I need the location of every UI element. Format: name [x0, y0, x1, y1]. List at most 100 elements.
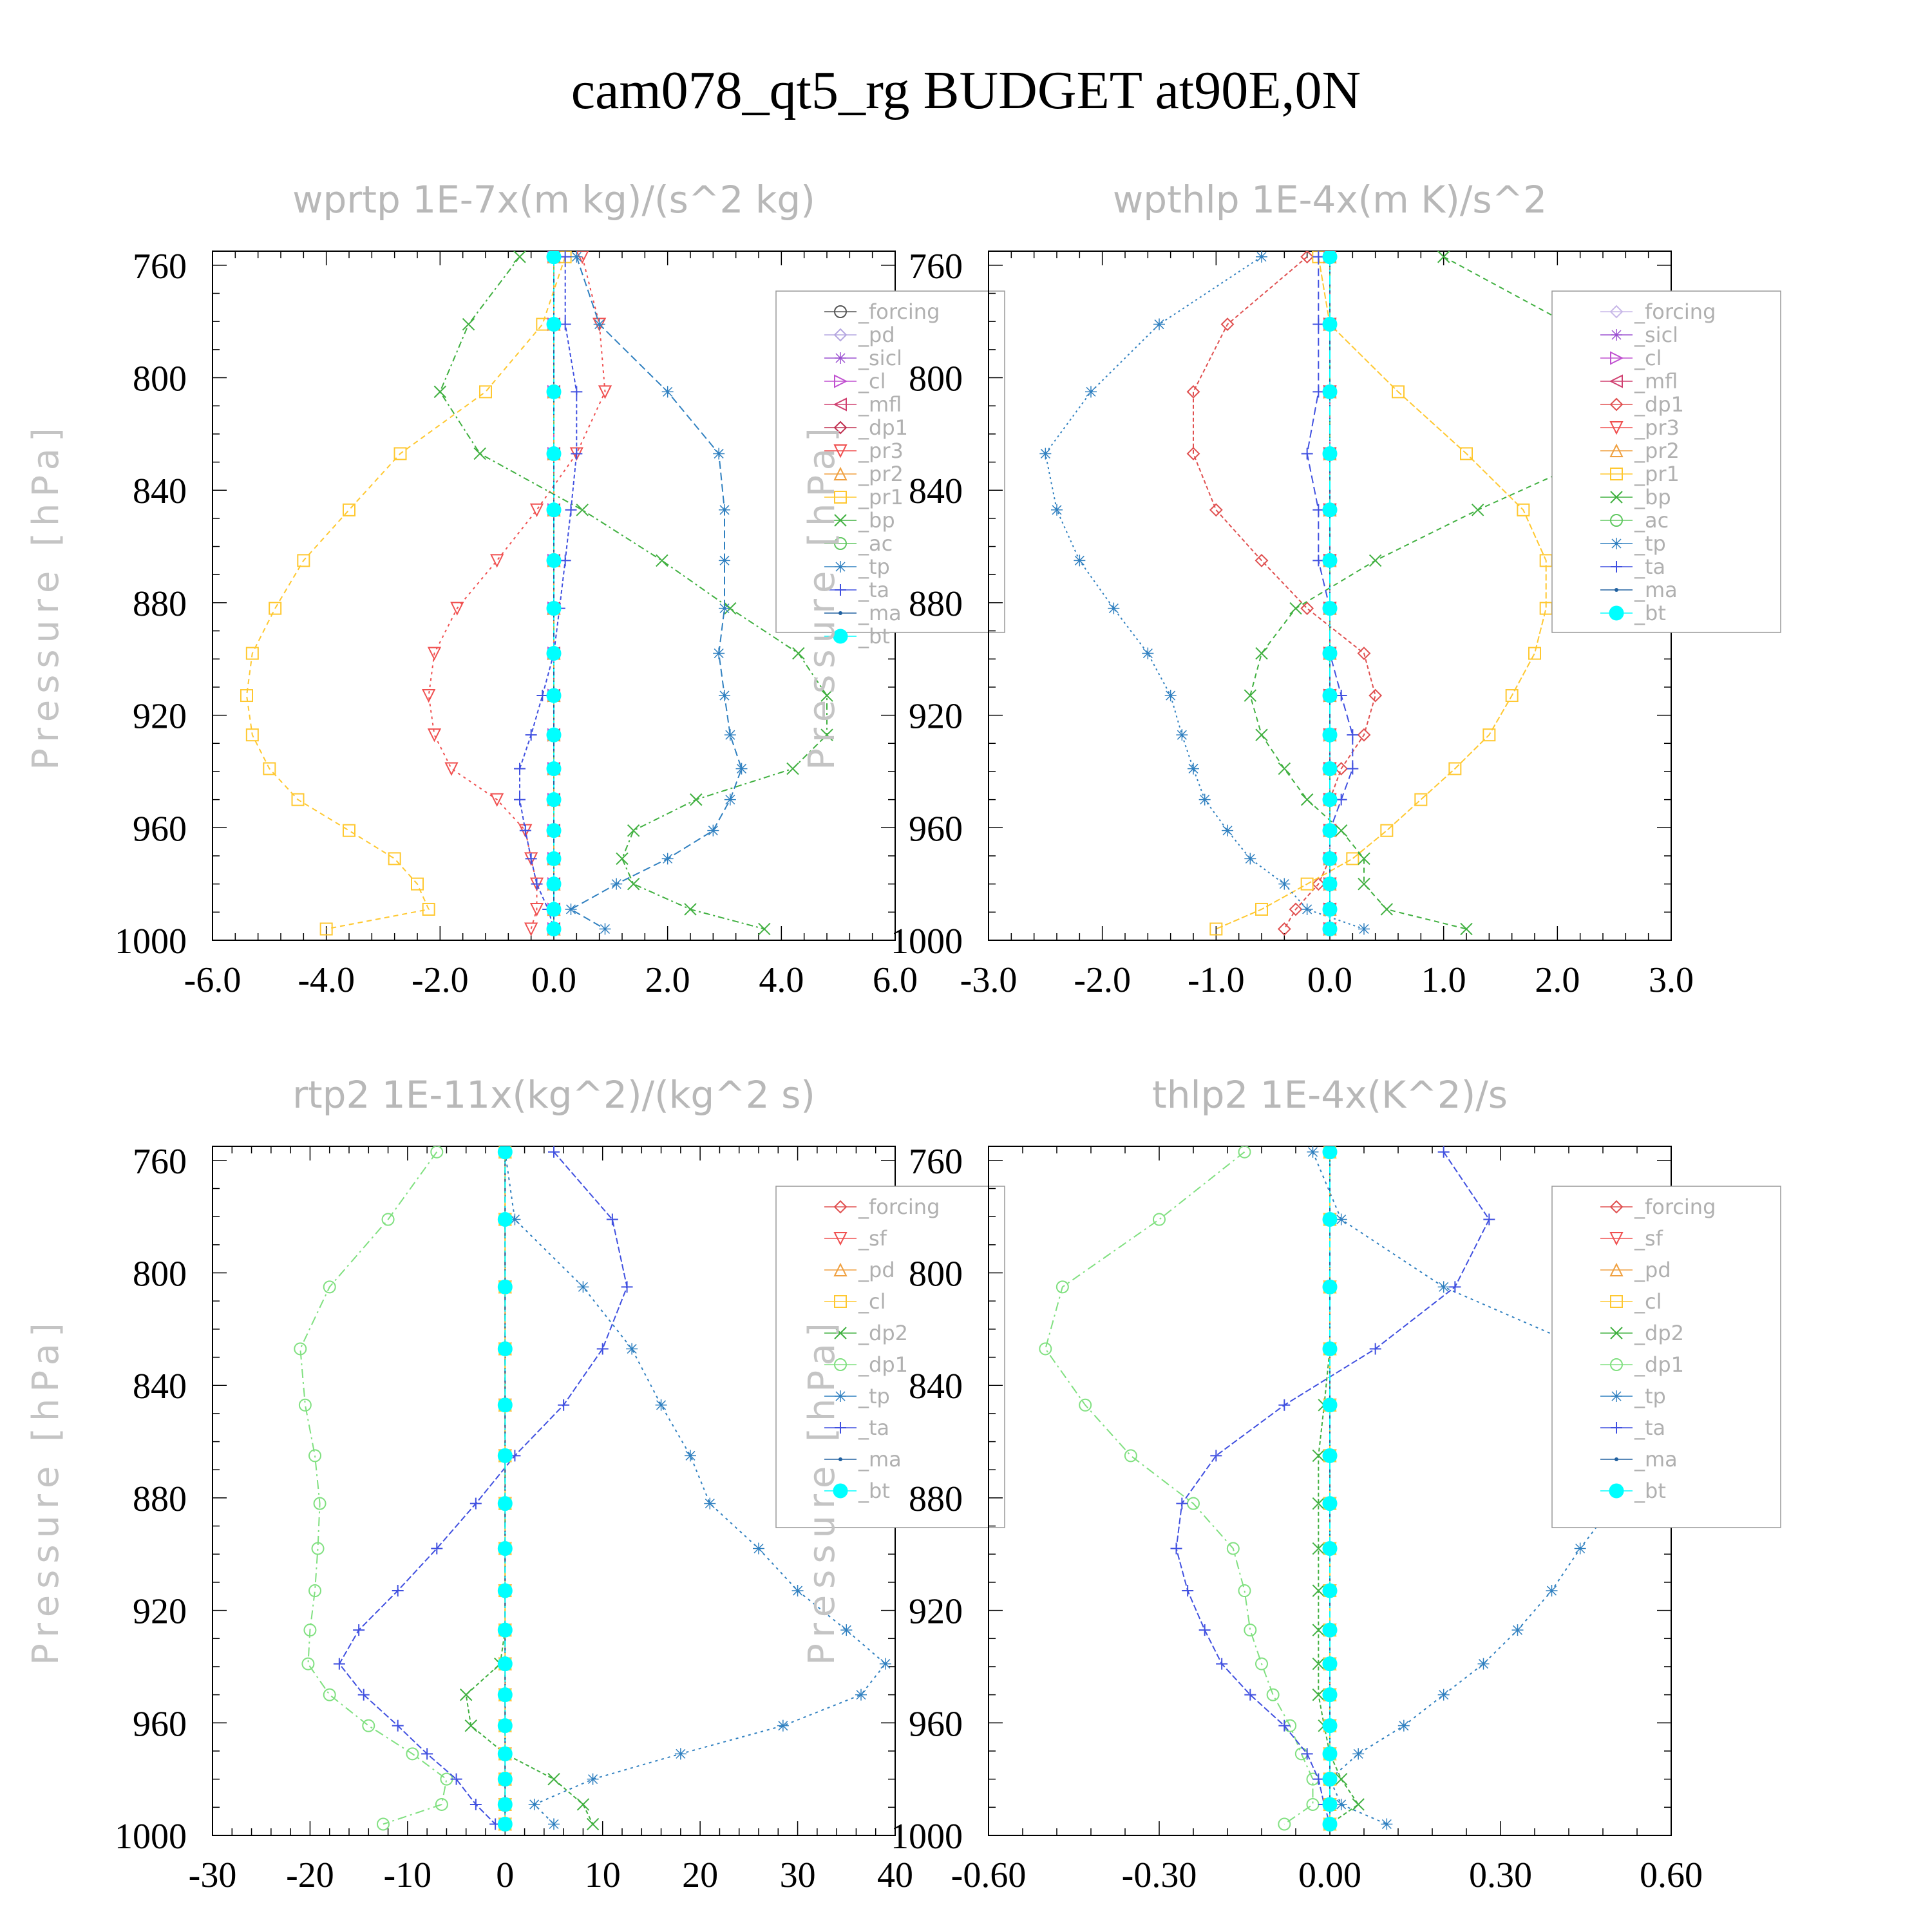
x-tick-label: 30 [780, 1855, 816, 1895]
legend-marker [838, 611, 842, 615]
legend-label: _ac [1634, 508, 1669, 533]
y-tick-label: 1000 [115, 1817, 187, 1857]
data-point [497, 1496, 513, 1511]
legend-label: _sf [858, 1226, 887, 1251]
data-point [1255, 728, 1268, 741]
series-layer [1039, 251, 1643, 937]
data-point [1216, 1658, 1228, 1670]
y-tick-label: 880 [909, 584, 963, 624]
y-tick-label: 1000 [115, 922, 187, 961]
legend-label: _ma [1634, 578, 1678, 602]
data-point [855, 1689, 867, 1701]
y-tick-label: 960 [133, 809, 187, 849]
data-point [1471, 504, 1484, 516]
data-point [1153, 318, 1165, 330]
data-point [469, 1798, 482, 1810]
data-point [1301, 903, 1313, 915]
data-point [1176, 1497, 1188, 1510]
chart-panel-3: rtp2 1E-11x(kg^2)/(kg^2 s) Pressure [hPa]… [25, 1073, 1005, 1895]
data-point [1322, 317, 1338, 332]
data-point [879, 1658, 891, 1670]
legend-label: _pr1 [1634, 462, 1680, 486]
legend-label: _sf [1634, 1226, 1663, 1251]
data-point [519, 824, 531, 837]
x-tick-label: 0.0 [1307, 960, 1352, 1000]
data-point [616, 852, 629, 866]
data-point [1448, 762, 1462, 775]
series-line-dp1 [1045, 1151, 1314, 1825]
data-point [1357, 728, 1371, 742]
data-point [450, 601, 464, 616]
legend-label: _dp2 [1634, 1321, 1684, 1345]
data-point [1511, 1624, 1524, 1636]
data-point [1347, 762, 1359, 775]
legend-marker [834, 1327, 847, 1340]
data-point [444, 762, 459, 776]
data-point [1278, 1817, 1291, 1831]
data-point [546, 688, 562, 703]
legend-label: _forcing [858, 299, 940, 324]
legend-label: _bt [1634, 601, 1666, 625]
legend-marker [834, 305, 847, 318]
legend-marker [1609, 1200, 1624, 1214]
data-point [1301, 1748, 1313, 1760]
series-line-dp1 [1193, 256, 1376, 930]
data-point [303, 1624, 317, 1637]
data-point [548, 1146, 560, 1158]
x-tick-label: 0.00 [1298, 1855, 1361, 1895]
x-tick-label: -2.0 [1074, 960, 1131, 1000]
data-point [433, 385, 447, 399]
legend-label: _dp1 [1634, 1352, 1684, 1377]
legend-marker [1609, 1262, 1624, 1276]
data-point [497, 1146, 513, 1160]
legend-label: _ta [1634, 1416, 1665, 1440]
data-point [559, 554, 571, 567]
data-point [497, 1279, 513, 1294]
data-point [1186, 384, 1200, 399]
data-point [1278, 1719, 1291, 1732]
data-point [1482, 728, 1496, 742]
data-point [598, 385, 612, 399]
data-point [719, 554, 730, 567]
y-tick-label: 840 [133, 471, 187, 511]
data-point [1176, 729, 1188, 741]
data-point [593, 318, 605, 330]
y-tick-label: 760 [909, 1142, 963, 1182]
data-point [1437, 1281, 1450, 1293]
legend-label: _bp [858, 508, 895, 533]
data-point [497, 1718, 513, 1734]
y-tick-label: 880 [133, 1479, 187, 1519]
data-point [546, 601, 562, 616]
legend-label: _pr3 [1634, 415, 1680, 440]
data-point [497, 1212, 513, 1227]
data-point [406, 1747, 419, 1761]
y-axis-label: Pressure [hPa] [25, 1316, 67, 1665]
legend-marker [835, 1422, 846, 1434]
data-point [1142, 647, 1154, 659]
data-point [1312, 1542, 1325, 1555]
data-point [792, 647, 805, 660]
data-point [546, 502, 562, 518]
data-point [684, 903, 697, 916]
legend-box [775, 290, 1005, 633]
data-point [1085, 386, 1097, 398]
data-point [1346, 852, 1359, 866]
data-point [753, 1542, 764, 1555]
legend-label: _ta [858, 1416, 889, 1440]
data-point [713, 647, 725, 659]
data-point [1368, 554, 1382, 567]
legend-marker [835, 584, 846, 596]
y-axis-label: Pressure [hPa] [25, 421, 67, 770]
data-point [1322, 384, 1338, 399]
legend-label: _pr1 [858, 485, 904, 509]
data-point [1312, 1449, 1325, 1463]
data-point [719, 690, 730, 702]
legend-marker [1609, 421, 1624, 435]
data-point [548, 1818, 560, 1830]
data-point [1222, 824, 1233, 837]
legend-marker [1611, 329, 1622, 341]
legend-label: _dp1 [858, 1352, 908, 1377]
data-point [1334, 824, 1348, 837]
y-tick-label: 760 [133, 247, 187, 287]
